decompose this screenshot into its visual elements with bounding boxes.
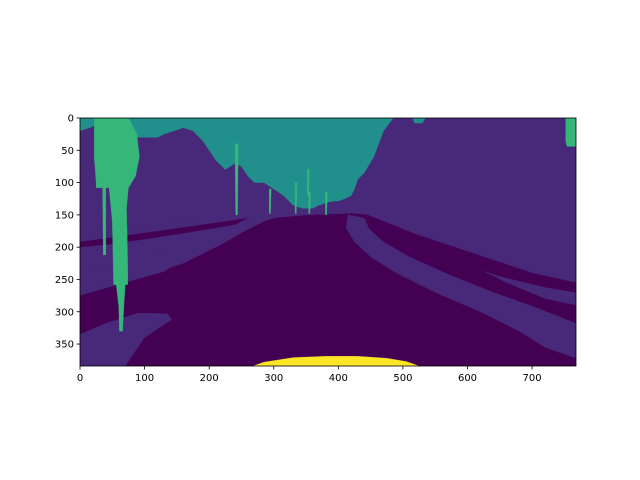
- pole-thin-d: [325, 192, 328, 216]
- y-tick-label: 150: [55, 210, 74, 221]
- pole-thin-b: [294, 182, 298, 214]
- y-tick-label: 100: [55, 178, 74, 189]
- sidewalk-right-band: [345, 214, 576, 359]
- y-axis: 0 50 100 150 200 250 300 350: [55, 114, 80, 351]
- pole-thin-a: [234, 143, 239, 216]
- y-tick-label: 350: [55, 340, 74, 351]
- pole-thin-f: [307, 169, 310, 196]
- x-tick-label: 700: [523, 373, 542, 384]
- vegetation-topright: [412, 118, 426, 124]
- pole-left-tree: [94, 118, 140, 332]
- segmentation-image: [80, 118, 576, 366]
- x-axis: 0 100 200 300 400 500 600 700: [77, 366, 542, 384]
- y-tick-label: 300: [55, 307, 74, 318]
- y-tick-label: 50: [61, 146, 74, 157]
- pole-thin-e: [269, 188, 272, 214]
- x-tick-label: 0: [77, 373, 83, 384]
- x-tick-label: 200: [200, 373, 219, 384]
- x-tick-label: 300: [264, 373, 283, 384]
- x-tick-label: 400: [329, 373, 348, 384]
- pole-right-edge: [565, 118, 576, 147]
- x-tick-label: 600: [458, 373, 477, 384]
- car-hood: [253, 356, 420, 366]
- y-tick-label: 200: [55, 243, 74, 254]
- y-tick-label: 0: [68, 114, 74, 125]
- plot-frame: [79, 117, 577, 367]
- road-right-strip: [350, 213, 576, 293]
- pole-thin-c: [308, 192, 311, 214]
- sidewalk-lower-left: [80, 312, 172, 366]
- x-tick-label: 500: [393, 373, 412, 384]
- y-tick-label: 250: [55, 275, 74, 286]
- x-tick-label: 100: [135, 373, 154, 384]
- sidewalk-left-far: [80, 213, 255, 238]
